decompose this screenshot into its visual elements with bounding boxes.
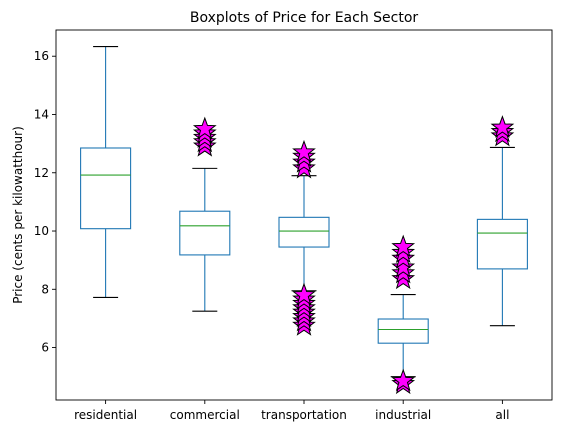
box (179, 210, 231, 256)
box-group-all (476, 115, 528, 327)
y-tick-label: 16 (34, 49, 49, 63)
chart-title: Boxplots of Price for Each Sector (190, 10, 419, 26)
y-tick-label: 12 (34, 166, 49, 180)
box (80, 147, 132, 230)
outlier-marker (192, 116, 217, 140)
y-tick-label: 6 (41, 341, 49, 355)
outlier-marker (391, 254, 416, 278)
outlier-marker (391, 234, 416, 258)
outlier-marker (292, 139, 316, 163)
box-group-transportation (278, 139, 330, 336)
y-axis-label: Price (cents per kilowatthour) (11, 126, 25, 304)
outlier-marker (490, 115, 515, 138)
box-group-residential (80, 46, 132, 298)
box (476, 218, 528, 270)
plot-frame (55, 29, 553, 401)
box (278, 216, 330, 248)
box-group-industrial (377, 234, 429, 395)
x-tick-label: transportation (261, 408, 347, 422)
y-tick-label: 10 (34, 224, 49, 238)
x-tick-label: residential (74, 408, 137, 422)
y-tick-label: 8 (41, 282, 49, 296)
outlier-marker (292, 282, 316, 306)
box-group-commercial (179, 116, 231, 312)
x-tick-label: industrial (375, 408, 431, 422)
box (377, 318, 429, 344)
outlier-marker (391, 368, 416, 392)
x-tick-label: commercial (170, 408, 240, 422)
y-tick-label: 14 (34, 107, 49, 121)
x-tick-label: all (495, 408, 509, 422)
